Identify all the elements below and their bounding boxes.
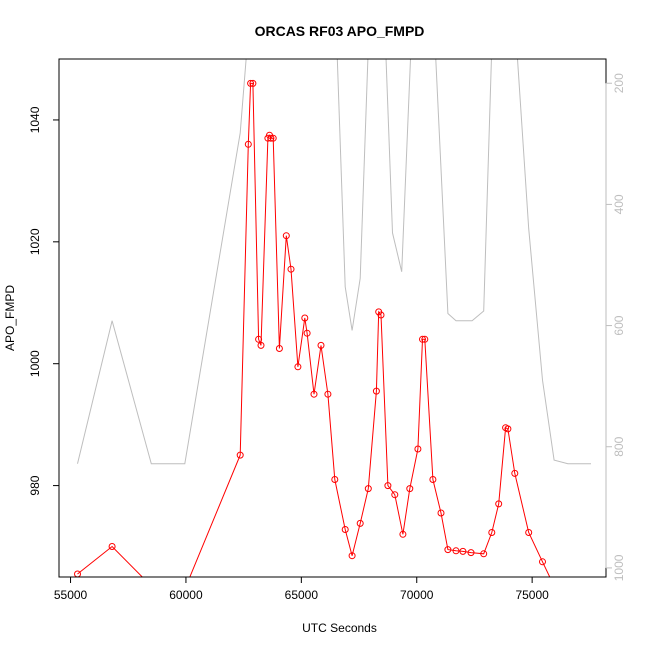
red-series-point (406, 485, 414, 493)
red-series-point (488, 529, 496, 536)
red-series-point (249, 79, 257, 87)
right-tick-label: 200 (612, 73, 626, 93)
red-series-point (467, 549, 475, 557)
red-series-layer (74, 79, 594, 589)
red-series-point (74, 570, 81, 577)
grey-series-layer (77, 59, 591, 465)
red-series-point (437, 509, 445, 517)
red-series-point (421, 335, 429, 343)
red-series-point (303, 329, 311, 337)
right-tick-label: 800 (612, 436, 626, 456)
red-series-point (275, 345, 283, 352)
red-series-point (247, 79, 255, 87)
red-series-line (77, 82, 551, 577)
red-series-point (384, 482, 392, 490)
y-axis-right: 200 400 600 800 1000 (605, 73, 626, 581)
plot-frame (58, 58, 607, 578)
red-series-point (255, 335, 263, 343)
grey-series-line (77, 59, 591, 465)
red-series-point (331, 476, 339, 483)
x-tick-label: 65000 (285, 588, 319, 602)
red-series-point (364, 485, 372, 493)
red-series-point (294, 363, 302, 371)
red-series-point (459, 547, 467, 555)
red-series-point (588, 578, 594, 584)
red-series-point (236, 451, 244, 459)
y-tick-label: 980 (28, 475, 42, 495)
red-series-point (525, 529, 533, 536)
red-series-point (341, 526, 349, 533)
red-series-point (267, 134, 275, 142)
red-series-point (419, 335, 426, 343)
red-series-point (414, 445, 422, 453)
right-tick-label: 400 (612, 194, 626, 214)
y-tick-label: 1000 (28, 350, 42, 377)
red-series-point (577, 581, 583, 587)
red-series-point (257, 341, 265, 349)
red-series-point (356, 519, 364, 527)
y-axis-left: 980 1000 1020 1040 (28, 106, 60, 496)
red-series-point (495, 500, 503, 508)
red-series-point (287, 265, 295, 273)
red-series-point (282, 232, 290, 240)
right-tick-label: 1000 (612, 554, 626, 581)
chart-title: ORCAS RF03 APO_FMPD (255, 23, 425, 39)
red-series-point (551, 583, 557, 589)
red-series-point (429, 476, 437, 483)
x-tick-label: 70000 (400, 588, 434, 602)
red-series-point (301, 314, 309, 322)
red-series-point (564, 583, 570, 589)
x-axis: 55000 60000 65000 70000 75000 (54, 576, 549, 602)
red-series-point (324, 390, 332, 398)
x-axis-label: UTC Seconds (302, 621, 377, 635)
red-series-point (480, 550, 488, 558)
red-series-point (348, 552, 356, 560)
x-tick-label: 75000 (515, 588, 549, 602)
red-series-point (539, 558, 546, 566)
red-series-point (504, 425, 512, 433)
red-series-point (148, 583, 154, 589)
red-series-point (310, 390, 318, 398)
red-series-point (511, 469, 519, 477)
y-tick-label: 1020 (28, 228, 42, 255)
right-tick-label: 600 (612, 315, 626, 335)
x-tick-label: 60000 (169, 588, 203, 602)
red-series-point (391, 491, 399, 499)
red-series-point (452, 547, 460, 555)
red-series-point (244, 140, 252, 148)
red-series-point (317, 341, 325, 349)
y-axis-label: APO_FMPD (3, 285, 17, 351)
red-series-point (399, 530, 407, 538)
red-series-point (372, 387, 380, 395)
red-series-point (269, 134, 277, 142)
red-series-point (108, 543, 116, 550)
red-series-point (444, 546, 452, 554)
red-series-point (377, 311, 385, 319)
x-tick-label: 55000 (54, 588, 88, 602)
y-tick-label: 1040 (28, 106, 42, 133)
